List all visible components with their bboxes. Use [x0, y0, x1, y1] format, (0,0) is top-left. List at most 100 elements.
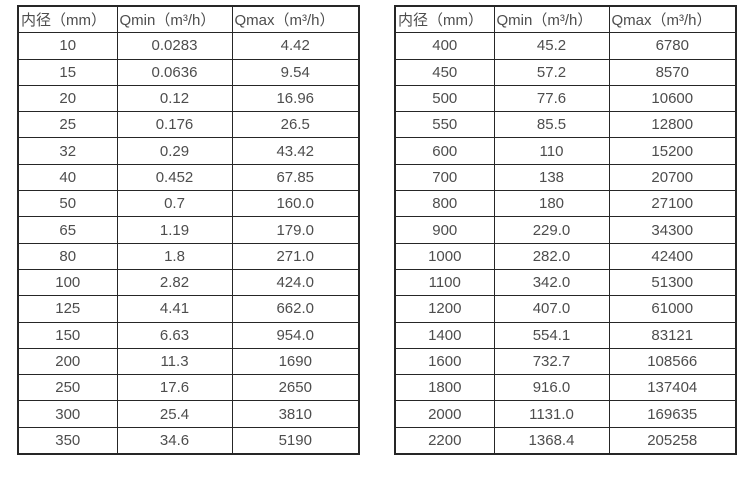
table-cell: 100: [17, 268, 118, 297]
table-cell: 900: [394, 216, 495, 244]
table-cell: 1690: [231, 347, 360, 376]
table-header-row: 内径（mm） Qmin（m³/h） Qmax（m³/h）: [17, 5, 360, 34]
table-row: 32 0.29 43.42: [17, 137, 360, 165]
table-cell: 77.6: [493, 84, 610, 113]
col-header-diameter: 内径（mm）: [394, 5, 495, 34]
table-cell: 180: [493, 190, 610, 218]
table-row: 500 77.6 10600: [394, 84, 737, 113]
table-row: 100 2.82 424.0: [17, 268, 360, 297]
table-cell: 554.1: [493, 321, 610, 349]
table-row: 900 229.0 34300: [394, 216, 737, 244]
table-cell: 8570: [608, 58, 737, 86]
table-cell: 20700: [608, 163, 737, 192]
table-row: 1800 916.0 137404: [394, 374, 737, 402]
table-cell: 0.452: [116, 163, 233, 192]
table-cell: 9.54: [231, 58, 360, 86]
table-cell: 34300: [608, 216, 737, 244]
table-cell: 271.0: [231, 242, 360, 270]
table-cell: 125: [17, 295, 118, 323]
table-row: 350 34.6 5190: [17, 426, 360, 455]
table-row: 200 11.3 1690: [17, 347, 360, 376]
table-cell: 169635: [608, 400, 737, 428]
table-cell: 27100: [608, 190, 737, 218]
table-row: 40 0.452 67.85: [17, 163, 360, 192]
table-cell: 11.3: [116, 347, 233, 376]
table-cell: 0.12: [116, 84, 233, 113]
table-row: 20 0.12 16.96: [17, 84, 360, 113]
table-cell: 26.5: [231, 111, 360, 139]
table-cell: 6780: [608, 32, 737, 60]
col-header-qmin: Qmin（m³/h）: [116, 5, 233, 34]
table-cell: 450: [394, 58, 495, 86]
table-cell: 32: [17, 137, 118, 165]
table-cell: 57.2: [493, 58, 610, 86]
table-cell: 4.41: [116, 295, 233, 323]
table-cell: 2000: [394, 400, 495, 428]
table-cell: 80: [17, 242, 118, 270]
table-cell: 2.82: [116, 268, 233, 297]
table-cell: 3810: [231, 400, 360, 428]
table-cell: 67.85: [231, 163, 360, 192]
table-cell: 205258: [608, 426, 737, 455]
table-cell: 6.63: [116, 321, 233, 349]
table-row: 300 25.4 3810: [17, 400, 360, 428]
table-cell: 400: [394, 32, 495, 60]
table-cell: 65: [17, 216, 118, 244]
table-cell: 732.7: [493, 347, 610, 376]
table-cell: 25: [17, 111, 118, 139]
table-row: 1100 342.0 51300: [394, 268, 737, 297]
table-cell: 83121: [608, 321, 737, 349]
table-cell: 229.0: [493, 216, 610, 244]
table-cell: 500: [394, 84, 495, 113]
table-cell: 51300: [608, 268, 737, 297]
table-cell: 10600: [608, 84, 737, 113]
table-cell: 4.42: [231, 32, 360, 60]
flow-spec-table-left: 内径（mm） Qmin（m³/h） Qmax（m³/h） 10 0.0283 4.4…: [17, 5, 360, 456]
table-cell: 0.29: [116, 137, 233, 165]
table-cell: 662.0: [231, 295, 360, 323]
table-cell: 342.0: [493, 268, 610, 297]
table-cell: 600: [394, 137, 495, 165]
table-cell: 25.4: [116, 400, 233, 428]
table-cell: 34.6: [116, 426, 233, 455]
table-cell: 0.176: [116, 111, 233, 139]
flow-spec-table-right: 内径（mm） Qmin（m³/h） Qmax（m³/h） 400 45.2 6780…: [394, 5, 737, 456]
table-cell: 282.0: [493, 242, 610, 270]
table-cell: 16.96: [231, 84, 360, 113]
table-cell: 85.5: [493, 111, 610, 139]
table-cell: 5190: [231, 426, 360, 455]
table-cell: 1800: [394, 374, 495, 402]
table-row: 800 180 27100: [394, 190, 737, 218]
col-header-qmax: Qmax（m³/h）: [231, 5, 360, 34]
table-row: 700 138 20700: [394, 163, 737, 192]
table-row: 400 45.2 6780: [394, 32, 737, 60]
table-row: 1200 407.0 61000: [394, 295, 737, 323]
table-cell: 2650: [231, 374, 360, 402]
table-cell: 1400: [394, 321, 495, 349]
table-row: 15 0.0636 9.54: [17, 58, 360, 86]
table-cell: 424.0: [231, 268, 360, 297]
table-row: 550 85.5 12800: [394, 111, 737, 139]
table-cell: 45.2: [493, 32, 610, 60]
table-cell: 1368.4: [493, 426, 610, 455]
table-cell: 407.0: [493, 295, 610, 323]
table-cell: 550: [394, 111, 495, 139]
table-cell: 15: [17, 58, 118, 86]
table-row: 25 0.176 26.5: [17, 111, 360, 139]
table-row: 125 4.41 662.0: [17, 295, 360, 323]
table-row: 10 0.0283 4.42: [17, 32, 360, 60]
table-row: 1600 732.7 108566: [394, 347, 737, 376]
table-cell: 42400: [608, 242, 737, 270]
table-cell: 40: [17, 163, 118, 192]
table-cell: 15200: [608, 137, 737, 165]
table-cell: 20: [17, 84, 118, 113]
table-cell: 17.6: [116, 374, 233, 402]
table-row: 150 6.63 954.0: [17, 321, 360, 349]
table-cell: 10: [17, 32, 118, 60]
table-cell: 916.0: [493, 374, 610, 402]
table-cell: 250: [17, 374, 118, 402]
table-row: 1000 282.0 42400: [394, 242, 737, 270]
table-row: 65 1.19 179.0: [17, 216, 360, 244]
table-row: 50 0.7 160.0: [17, 190, 360, 218]
table-cell: 137404: [608, 374, 737, 402]
